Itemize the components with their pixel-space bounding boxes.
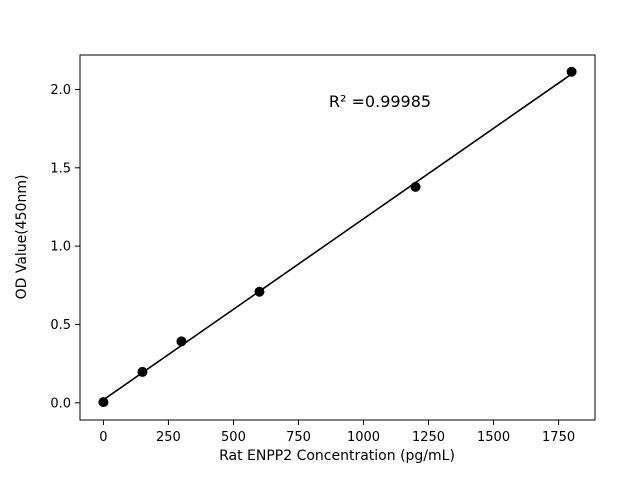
x-axis-tick-label: 750	[286, 430, 311, 445]
y-axis-tick-label: 1.0	[50, 240, 71, 255]
data-point	[137, 366, 148, 377]
data-point	[98, 397, 109, 408]
chart-dynamic-layer: 0 250 500 750 1000 1250 1500 1750 0.0 0.5 1.0 1.5 2.…	[50, 54, 596, 445]
x-axis-tick-label: 1250	[412, 430, 445, 445]
x-axis-tick-label: 250	[156, 430, 181, 445]
x-axis-label: Rat ENPP2 Concentration (pg/mL)	[219, 448, 455, 464]
x-axis-tick-label: 0	[99, 430, 107, 445]
axes-border	[79, 54, 596, 421]
data-point	[566, 66, 577, 77]
y-axis-label: OD Value(450nm)	[14, 175, 30, 300]
data-point	[176, 336, 187, 347]
x-axis-tick-label: 1750	[542, 430, 575, 445]
data-point	[410, 181, 421, 192]
y-axis-tick-label: 0.0	[50, 396, 71, 411]
r-squared-annotation: R² =0.99985	[329, 92, 431, 111]
x-axis-tick-label: 500	[221, 430, 246, 445]
y-axis-tick-label: 0.5	[50, 318, 71, 333]
data-point	[254, 286, 265, 297]
x-axis-tick-label: 1500	[477, 430, 510, 445]
fit-line	[102, 73, 573, 401]
y-axis-tick-label: 2.0	[50, 83, 71, 98]
y-axis-tick-label: 1.5	[50, 161, 71, 176]
x-axis-tick-label: 1000	[347, 430, 380, 445]
